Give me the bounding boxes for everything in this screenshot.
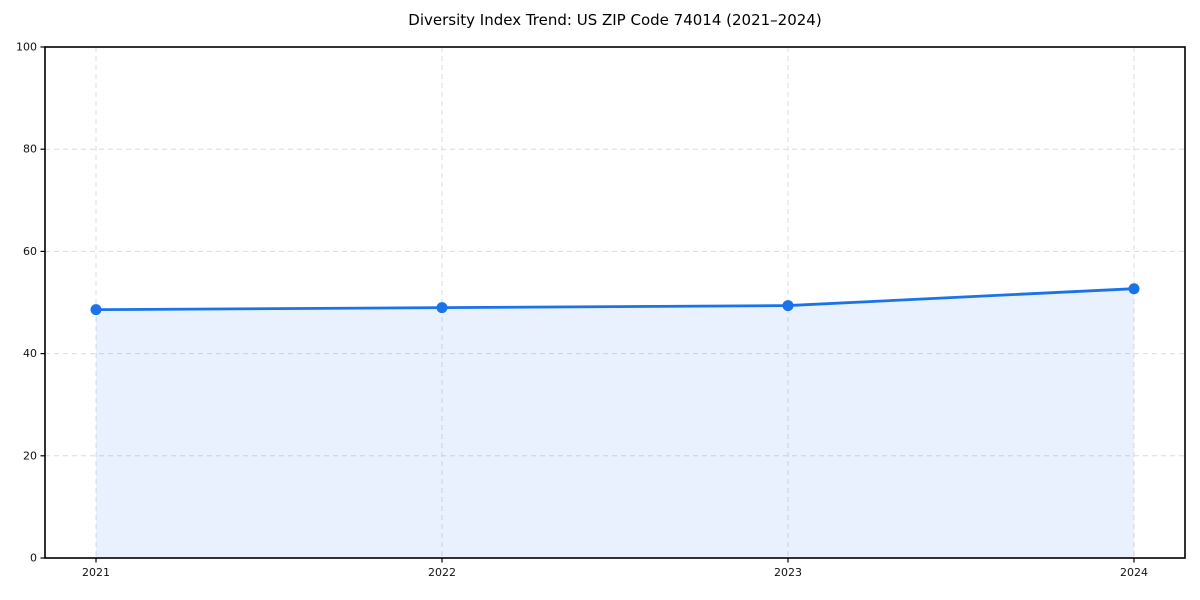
data-point	[782, 300, 794, 312]
y-tick-label: 80	[23, 143, 37, 156]
data-point	[1128, 283, 1140, 295]
data-point	[90, 304, 102, 316]
y-tick-label: 0	[30, 552, 37, 565]
y-tick-label: 40	[23, 347, 37, 360]
x-tick-label: 2024	[1120, 566, 1148, 579]
y-tick-label: 100	[16, 41, 37, 54]
x-tick-label: 2021	[82, 566, 110, 579]
y-tick-label: 60	[23, 245, 37, 258]
area-fill	[96, 288, 1134, 558]
data-point	[436, 302, 448, 314]
plot-spines	[44, 46, 1186, 559]
x-tick-label: 2022	[428, 566, 456, 579]
x-tick-label: 2023	[774, 566, 802, 579]
trend-line	[94, 287, 1136, 312]
y-tick-label: 20	[23, 449, 37, 462]
chart-title: Diversity Index Trend: US ZIP Code 74014…	[408, 11, 822, 29]
